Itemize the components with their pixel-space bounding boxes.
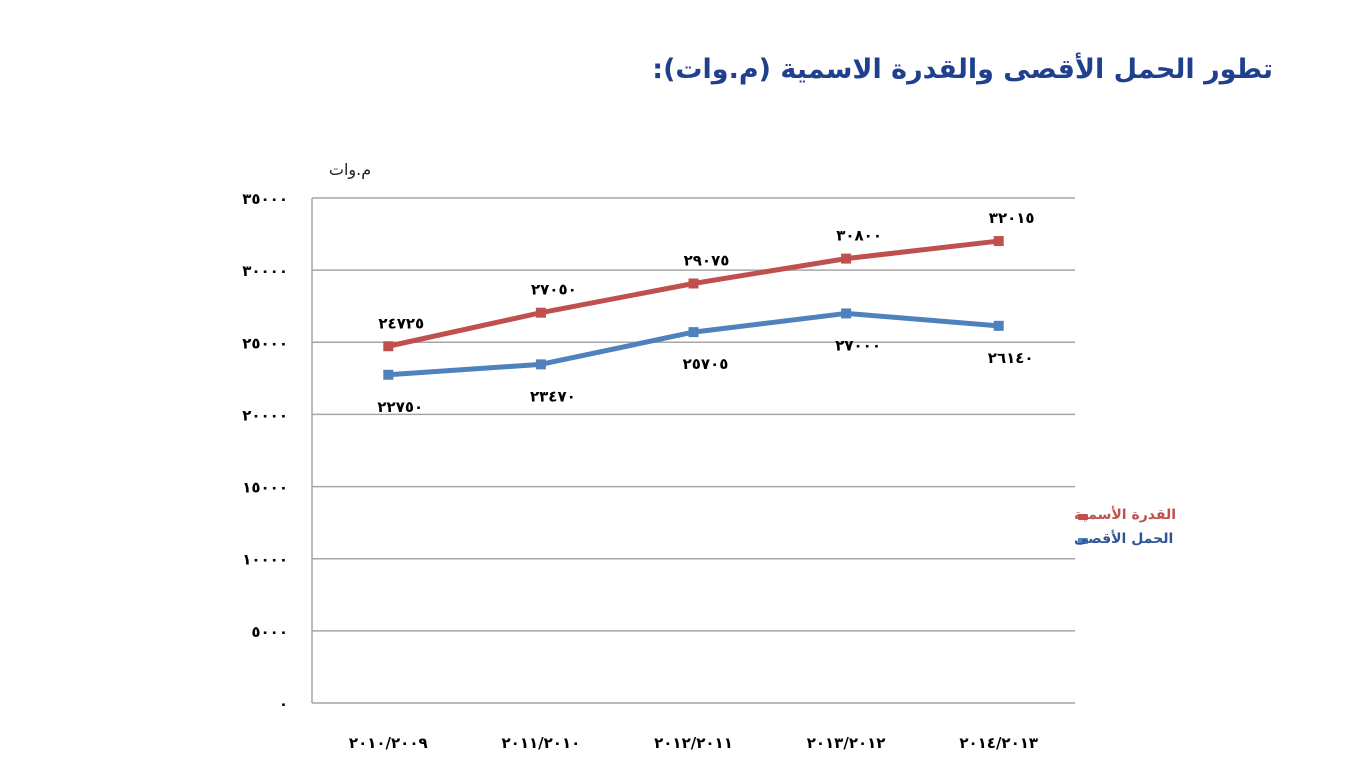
data-label-peak: ٢٧٠٠٠	[835, 336, 881, 354]
data-point-marker	[993, 320, 1004, 331]
data-label-nominal: ٢٩٠٧٥	[684, 251, 730, 269]
data-series	[383, 236, 1004, 380]
data-point-marker	[535, 307, 546, 318]
x-tick-label: ٢٠١٠/٢٠٠٩	[349, 734, 428, 752]
data-label-nominal: ٢٧٠٥٠	[531, 281, 577, 299]
data-point-marker	[688, 327, 699, 338]
y-tick-label: ٣٥٠٠٠	[242, 190, 288, 208]
y-tick-label: ٢٥٠٠٠	[242, 334, 288, 352]
y-tick-label: ٢٠٠٠٠	[242, 406, 288, 424]
data-point-marker	[535, 359, 546, 370]
x-axis-ticks: ٢٠١٠/٢٠٠٩ ٢٠١١/٢٠١٠ ٢٠١٢/٢٠١١ ٢٠١٣/٢٠١٢ ٢٠١٤…	[349, 734, 1038, 752]
data-label-nominal: ٢٤٧٢٥	[378, 314, 424, 332]
data-point-marker	[993, 236, 1004, 247]
page-title: تطور الحمل الأقصى والقدرة الاسمية (م.وات…	[652, 54, 1273, 85]
x-tick-label: ٢٠١٤/٢٠١٣	[959, 734, 1038, 752]
data-label-peak: ٢٣٤٧٠	[530, 387, 576, 405]
data-point-marker	[688, 278, 699, 289]
data-point-marker	[841, 253, 852, 264]
y-tick-label: ٥٠٠٠	[251, 623, 288, 641]
y-tick-label: ٣٠٠٠٠	[242, 262, 288, 280]
y-tick-label: ١٥٠٠٠	[242, 479, 288, 497]
data-label-nominal: ٣٢٠١٥	[989, 209, 1035, 227]
data-label-nominal: ٣٠٨٠٠	[836, 227, 882, 245]
y-tick-label: ١٠٠٠٠	[242, 551, 288, 569]
data-point-marker	[383, 341, 394, 352]
x-tick-label: ٢٠١٢/٢٠١١	[654, 734, 733, 752]
y-axis-ticks: ٠ ٥٠٠٠ ١٠٠٠٠ ١٥٠٠٠ ٢٠٠٠٠ ٢٥٠٠٠ ٣٠٠٠٠ ٣٥٠٠٠	[242, 190, 288, 713]
x-tick-label: ٢٠١١/٢٠١٠	[502, 734, 581, 752]
legend-marker-icon	[1078, 514, 1088, 520]
legend: القدرة الأسمية الحمل الأقصى	[1074, 506, 1176, 547]
data-point-marker	[383, 369, 394, 380]
legend-label: القدرة الأسمية	[1074, 506, 1176, 523]
y-tick-label: ٠	[279, 695, 288, 713]
legend-label: الحمل الأقصى	[1074, 530, 1173, 547]
data-labels: ٢٤٧٢٥ ٢٧٠٥٠ ٢٩٠٧٥ ٣٠٨٠٠ ٣٢٠١٥ ٢٢٧٥٠ ٢٣٤٧٠ ٢٥٧٠٥…	[377, 209, 1035, 416]
legend-marker-icon	[1078, 538, 1088, 544]
x-tick-label: ٢٠١٣/٢٠١٢	[807, 734, 886, 752]
data-label-peak: ٢٢٧٥٠	[377, 398, 423, 416]
data-label-peak: ٢٥٧٠٥	[683, 355, 729, 373]
data-point-marker	[841, 308, 852, 319]
gridlines	[311, 197, 1075, 704]
y-axis-unit-label: م.وات	[329, 160, 371, 180]
data-label-peak: ٢٦١٤٠	[988, 349, 1034, 367]
